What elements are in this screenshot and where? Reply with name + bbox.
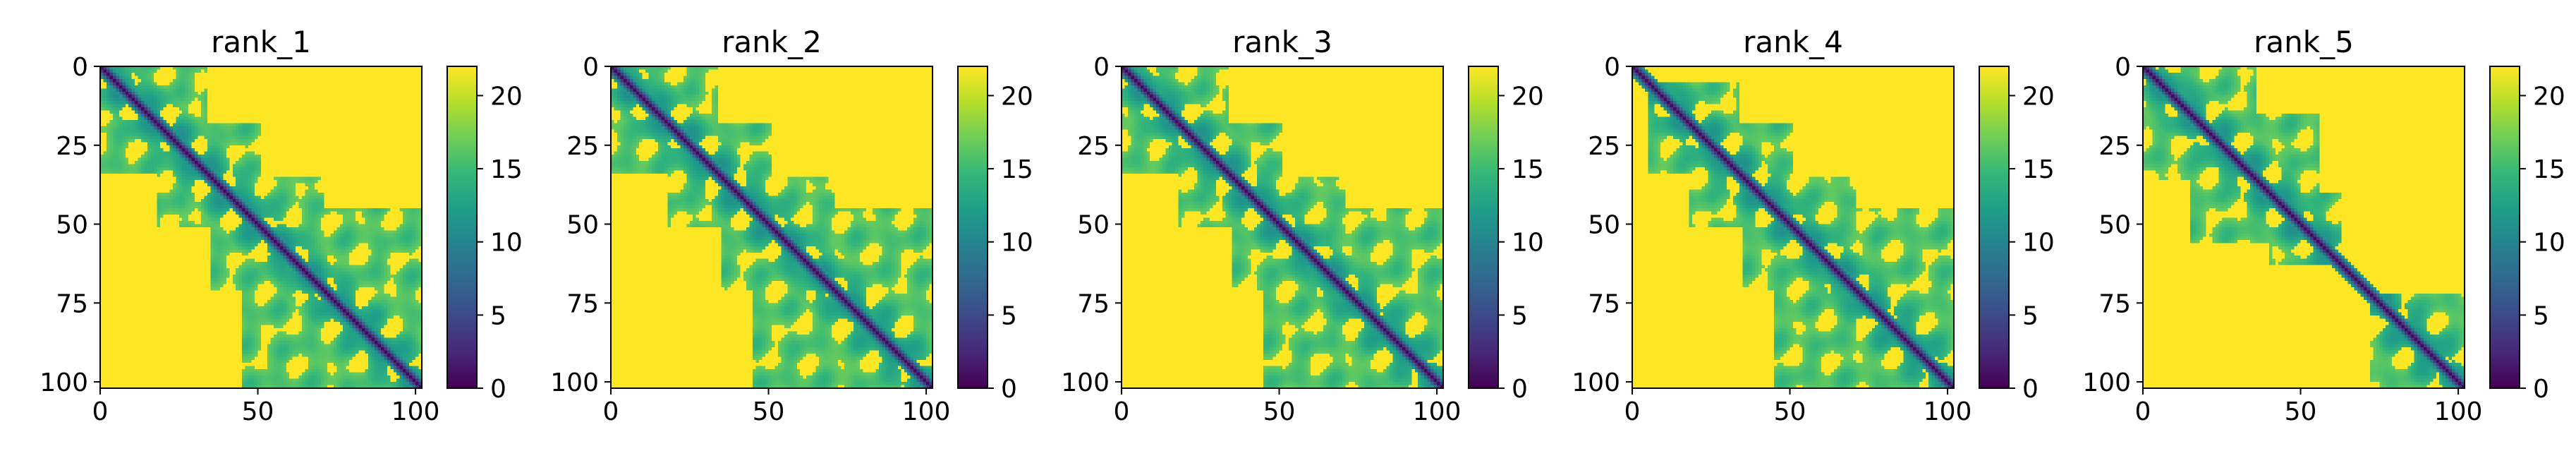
y-tick-label: 0: [72, 53, 88, 82]
colorbar-tick-label: 20: [1001, 82, 1033, 111]
panel-title: rank_1: [211, 25, 311, 59]
panel-title: rank_4: [1743, 25, 1843, 59]
colorbar-tick-label: 10: [2533, 229, 2565, 258]
colorbar-tick-label: 0: [2533, 375, 2549, 404]
heatmap-image: [2143, 66, 2465, 388]
colorbar-tick-label: 0: [1001, 375, 1017, 404]
panel-title: rank_3: [1232, 25, 1332, 59]
colorbar-tick-label: 20: [490, 82, 523, 111]
colorbar-tick-label: 20: [2533, 82, 2565, 111]
axes-frame: [99, 66, 423, 389]
y-tick-label: 50: [1077, 211, 1110, 240]
colorbar-tick-label: 5: [2533, 301, 2549, 330]
y-tick-label: 0: [2115, 53, 2131, 82]
y-tick-label: 25: [2098, 132, 2131, 161]
colorbar-tick-label: 15: [1001, 155, 1033, 184]
y-tick-label: 75: [1077, 289, 1110, 318]
colorbar-frame: [957, 66, 988, 389]
colorbar-tick-label: 15: [2533, 155, 2565, 184]
colorbar-frame: [1468, 66, 1499, 389]
x-tick-label: 0: [1114, 397, 1130, 426]
x-tick-label: 100: [2434, 397, 2483, 426]
x-tick-label: 50: [2285, 397, 2317, 426]
x-tick-label: 0: [1624, 397, 1641, 426]
y-tick-label: 100: [1572, 368, 1620, 397]
colorbar-tick-label: 10: [1512, 229, 1544, 258]
heatmap-image: [1122, 66, 1443, 388]
colorbar-tick-label: 5: [1001, 301, 1017, 330]
colorbar-tick-label: 5: [2022, 301, 2039, 330]
x-tick-label: 100: [391, 397, 440, 426]
heatmap-image: [611, 66, 932, 388]
y-tick-label: 25: [1588, 132, 1620, 161]
y-tick-label: 75: [56, 289, 88, 318]
colorbar-tick-label: 5: [1512, 301, 1528, 330]
y-tick-label: 25: [566, 132, 599, 161]
y-tick-label: 75: [566, 289, 599, 318]
x-tick-label: 50: [753, 397, 785, 426]
colorbar-tick-label: 10: [490, 229, 523, 258]
y-tick-label: 25: [56, 132, 88, 161]
x-tick-label: 0: [92, 397, 109, 426]
y-tick-label: 100: [2082, 368, 2131, 397]
x-tick-label: 50: [242, 397, 274, 426]
heatmap-image: [1632, 66, 1954, 388]
axes-frame: [1121, 66, 1444, 389]
y-tick-label: 25: [1077, 132, 1110, 161]
heatmap-image: [100, 66, 422, 388]
y-tick-label: 100: [40, 368, 88, 397]
y-tick-label: 0: [1093, 53, 1110, 82]
panel-title: rank_5: [2254, 25, 2354, 59]
y-tick-label: 0: [583, 53, 599, 82]
y-tick-label: 50: [1588, 211, 1620, 240]
axes-frame: [1632, 66, 1955, 389]
colorbar: [2490, 66, 2520, 388]
y-tick-label: 100: [1061, 368, 1110, 397]
colorbar-tick-label: 0: [1512, 375, 1528, 404]
colorbar-tick-label: 15: [2022, 155, 2055, 184]
y-tick-label: 75: [2098, 289, 2131, 318]
x-tick-label: 0: [603, 397, 619, 426]
colorbar: [958, 66, 988, 388]
colorbar-tick-label: 10: [1001, 229, 1033, 258]
colorbar: [1469, 66, 1498, 388]
x-tick-label: 50: [1263, 397, 1296, 426]
x-tick-label: 50: [1774, 397, 1806, 426]
x-tick-label: 0: [2135, 397, 2151, 426]
colorbar-tick-label: 0: [490, 375, 506, 404]
y-tick-label: 75: [1588, 289, 1620, 318]
colorbar-tick-label: 0: [2022, 375, 2039, 404]
colorbar-frame: [446, 66, 478, 389]
colorbar: [1979, 66, 2009, 388]
y-tick-label: 0: [1604, 53, 1620, 82]
colorbar-tick-label: 15: [490, 155, 523, 184]
colorbar-frame: [2489, 66, 2520, 389]
colorbar-tick-label: 10: [2022, 229, 2055, 258]
colorbar-tick-label: 15: [1512, 155, 1544, 184]
panel-title: rank_2: [722, 25, 822, 59]
axes-frame: [610, 66, 933, 389]
colorbar-tick-label: 20: [1512, 82, 1544, 111]
colorbar: [447, 66, 477, 388]
x-tick-label: 100: [1924, 397, 1972, 426]
x-tick-label: 100: [902, 397, 951, 426]
axes-frame: [2142, 66, 2465, 389]
colorbar-frame: [1979, 66, 2010, 389]
y-tick-label: 100: [550, 368, 599, 397]
y-tick-label: 50: [56, 211, 88, 240]
y-tick-label: 50: [2098, 211, 2131, 240]
colorbar-tick-label: 5: [490, 301, 506, 330]
colorbar-tick-label: 20: [2022, 82, 2055, 111]
x-tick-label: 100: [1413, 397, 1462, 426]
y-tick-label: 50: [566, 211, 599, 240]
